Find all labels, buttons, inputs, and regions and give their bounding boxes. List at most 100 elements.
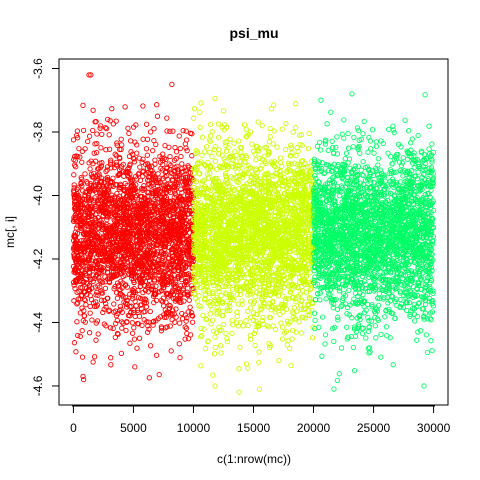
data-point — [97, 165, 103, 171]
data-point — [187, 304, 193, 310]
data-point — [154, 113, 161, 119]
data-point — [167, 128, 173, 134]
data-point — [103, 147, 109, 153]
data-point — [173, 314, 179, 320]
data-point — [160, 299, 166, 305]
data-point — [183, 168, 189, 174]
data-point — [114, 330, 121, 337]
data-point — [180, 285, 187, 292]
data-point — [189, 319, 196, 325]
data-point — [102, 125, 109, 131]
data-point — [84, 189, 90, 195]
data-point — [168, 312, 174, 318]
data-point — [163, 299, 169, 305]
data-point — [177, 145, 183, 152]
data-point — [168, 348, 174, 354]
data-point — [134, 142, 140, 148]
series-1 — [70, 102, 197, 381]
data-point — [156, 371, 162, 378]
data-point — [71, 340, 78, 346]
data-point — [76, 145, 82, 152]
data-point — [71, 269, 77, 275]
data-point — [176, 133, 182, 139]
data-point — [79, 159, 85, 165]
data-point — [103, 168, 109, 175]
data-point — [146, 375, 152, 381]
data-point — [173, 306, 179, 312]
data-point — [164, 115, 170, 121]
data-point — [131, 336, 138, 342]
data-point — [129, 320, 136, 326]
data-point — [112, 182, 119, 188]
data-point — [185, 309, 191, 315]
data-point — [147, 308, 153, 315]
data-point — [118, 136, 124, 142]
data-point — [107, 161, 114, 167]
data-point — [189, 131, 195, 137]
data-point — [98, 145, 104, 151]
data-point — [140, 103, 146, 109]
data-point — [110, 325, 116, 332]
data-point — [103, 300, 109, 307]
data-point — [113, 269, 119, 275]
data-point — [82, 171, 88, 177]
data-point — [118, 165, 124, 171]
data-point — [143, 121, 150, 127]
data-point — [165, 270, 171, 277]
data-point — [170, 128, 176, 134]
data-point — [109, 106, 115, 112]
data-point — [119, 325, 125, 331]
data-point — [74, 319, 80, 325]
data-point — [80, 273, 86, 279]
data-point — [104, 216, 110, 223]
data-point — [126, 165, 132, 171]
data-point — [177, 354, 183, 361]
data-points — [70, 72, 437, 395]
data-point — [114, 140, 120, 146]
data-point — [80, 127, 87, 134]
data-point — [171, 264, 177, 270]
data-point — [183, 137, 190, 143]
data-point — [160, 295, 166, 301]
data-point — [97, 277, 103, 284]
data-point — [94, 131, 100, 137]
data-point — [79, 327, 85, 334]
data-point — [85, 138, 91, 145]
data-point — [143, 304, 150, 310]
data-point — [100, 309, 106, 316]
data-point — [154, 102, 160, 108]
data-point — [107, 325, 114, 331]
data-point — [177, 222, 183, 228]
data-point — [79, 226, 85, 232]
data-point — [103, 125, 110, 132]
data-point — [72, 285, 78, 292]
chart-title: psi_mu — [229, 25, 278, 41]
data-point — [183, 325, 190, 331]
data-point — [163, 314, 169, 320]
data-point — [140, 136, 146, 142]
data-point — [74, 301, 80, 307]
data-point — [153, 352, 160, 358]
data-point — [98, 297, 105, 303]
data-point — [75, 332, 81, 339]
data-point — [97, 125, 103, 131]
data-point — [150, 147, 156, 154]
data-point — [169, 177, 176, 184]
data-point — [86, 133, 93, 139]
data-point — [111, 301, 117, 307]
data-point — [151, 126, 157, 132]
data-point — [157, 159, 164, 165]
data-point — [146, 181, 152, 187]
data-point — [70, 137, 77, 143]
data-point — [82, 146, 88, 152]
data-point — [91, 354, 98, 360]
data-point — [188, 310, 195, 316]
data-point — [117, 155, 123, 162]
data-point — [151, 299, 157, 306]
data-point — [132, 364, 138, 370]
data-point — [184, 147, 190, 154]
data-point — [129, 330, 136, 336]
data-point — [126, 130, 132, 137]
data-point — [113, 320, 119, 327]
